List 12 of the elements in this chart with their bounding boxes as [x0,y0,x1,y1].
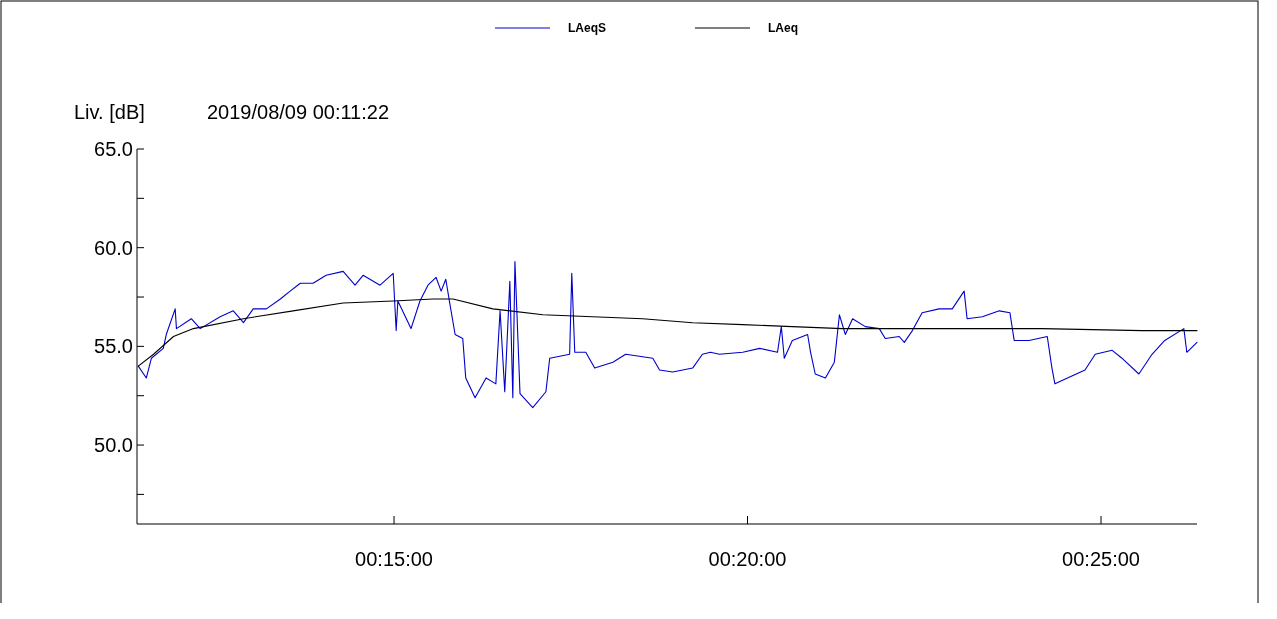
y-axis-title: Liv. [dB] [74,101,145,123]
y-tick-label: 60.0 [94,236,133,259]
y-tick-label: 50.0 [94,434,133,457]
legend-label: LAeq [768,21,798,36]
y-tick-label: 65.0 [94,138,133,160]
x-tick-label: 00:25:00 [1062,548,1140,570]
line-series [137,260,1198,409]
chart-subtitle: 2019/08/09 00:11:22 [207,101,390,123]
x-tick-label: 00:15:00 [355,548,433,570]
x-tick-label: 00:20:00 [708,548,787,570]
legend-label: LAeqS [568,21,607,36]
y-tick-label: 55.0 [94,335,133,358]
